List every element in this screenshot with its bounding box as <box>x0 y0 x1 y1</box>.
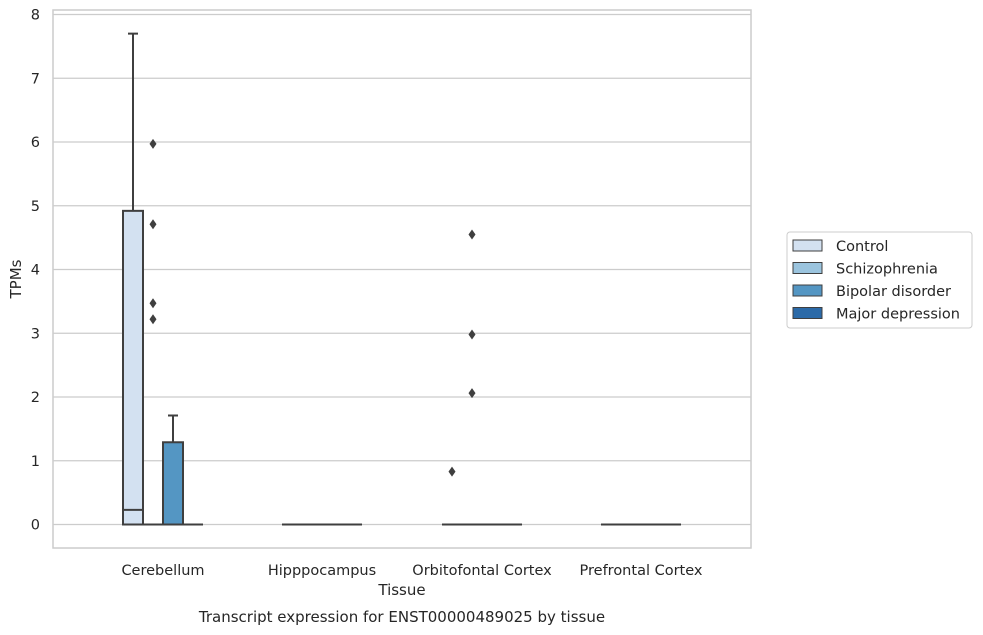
y-tick-label: 4 <box>31 263 40 279</box>
legend-frame <box>786 231 973 329</box>
outlier-point <box>468 388 476 399</box>
box-plot-marks <box>122 32 681 526</box>
legend-label: Schizophrenia <box>836 262 938 278</box>
box-0-1 <box>143 138 163 526</box>
outlier-point <box>149 138 157 149</box>
y-tick-label: 6 <box>31 135 40 151</box>
x-axis-ticks: Cerebellum Hipppocampus Orbitofontal Corte… <box>121 563 702 579</box>
legend-swatch <box>792 262 823 274</box>
y-tick-label: 3 <box>31 326 40 342</box>
y-tick-label: 5 <box>31 199 40 215</box>
legend-swatch <box>792 239 823 252</box>
x-tick-label: Cerebellum <box>121 563 204 579</box>
y-tick-label: 2 <box>31 390 40 406</box>
y-tick-label: 7 <box>31 71 40 87</box>
chart-caption: Transcript expression for ENST0000048902… <box>198 608 605 626</box>
legend-label: Bipolar disorder <box>836 284 951 300</box>
legend: Control Schizophrenia Bipolar disorder Majo… <box>786 231 973 329</box>
outlier-point <box>149 298 157 309</box>
box <box>162 441 184 526</box>
y-tick-label: 8 <box>31 8 40 24</box>
outlier-point <box>468 229 476 240</box>
legend-label: Major depression <box>836 307 960 323</box>
grid-lines <box>53 13 751 526</box>
y-tick-label: 1 <box>31 454 40 470</box>
outlier-point <box>149 314 157 325</box>
box-0-2 <box>162 414 184 526</box>
x-axis-label: Tissue <box>377 581 425 599</box>
y-tick-label: 0 <box>31 518 40 534</box>
x-tick-label: Prefrontal Cortex <box>580 563 703 579</box>
x-tick-label: Orbitofontal Cortex <box>412 563 552 579</box>
x-tick-label: Hipppocampus <box>268 563 376 579</box>
box-2-1 <box>462 229 482 526</box>
y-axis-label: TPMs <box>7 259 25 299</box>
outlier-point <box>468 329 476 340</box>
box <box>122 209 144 526</box>
legend-swatch <box>792 307 823 319</box>
box-2-0 <box>442 466 462 526</box>
y-axis-ticks: 0 1 2 3 4 5 6 7 8 <box>31 8 40 534</box>
outlier-point <box>448 466 456 477</box>
legend-label: Control <box>836 239 888 255</box>
box-0-0 <box>122 32 144 526</box>
legend-swatch <box>792 284 823 297</box>
plot-frame <box>52 9 752 549</box>
outlier-point <box>149 219 157 230</box>
